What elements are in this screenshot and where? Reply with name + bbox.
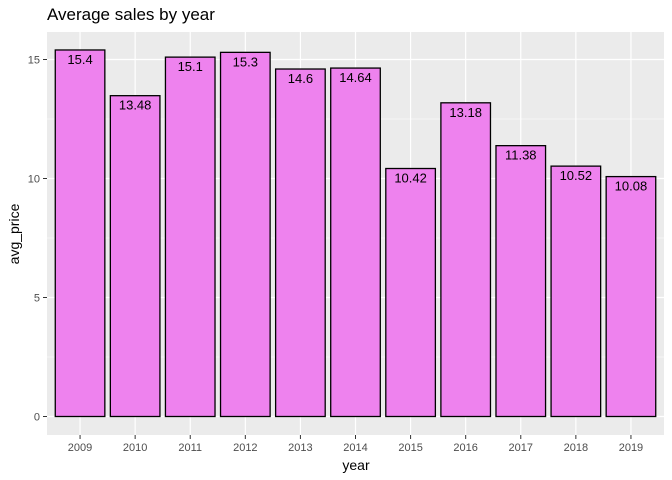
x-tick-label: 2010 xyxy=(123,442,147,454)
bar-2015 xyxy=(385,167,437,418)
x-tick-label: 2015 xyxy=(398,442,422,454)
bar-label-2015: 10.42 xyxy=(394,171,427,186)
y-tick-label: 0 xyxy=(34,412,40,424)
bar-label-2017: 11.38 xyxy=(505,148,537,163)
y-tick-label: 10 xyxy=(28,174,40,186)
y-tick-label: 15 xyxy=(28,55,40,67)
bar-2014 xyxy=(330,67,381,418)
bar-label-2016: 13.18 xyxy=(449,105,482,120)
bar-series xyxy=(54,49,657,418)
bar-2012 xyxy=(219,51,271,418)
x-tick-label: 2013 xyxy=(288,442,312,454)
x-tick-label: 2016 xyxy=(453,442,477,454)
bar-label-2018: 10.52 xyxy=(560,168,593,183)
bar-label-2012: 15.3 xyxy=(233,54,258,69)
x-tick-label: 2011 xyxy=(178,442,202,454)
y-tick-label: 5 xyxy=(34,293,40,305)
bar-label-2013: 14.6 xyxy=(288,71,313,86)
x-tick-label: 2019 xyxy=(619,442,643,454)
bar-2019 xyxy=(605,175,657,418)
bar-2009 xyxy=(54,49,106,418)
chart-title: Average sales by year xyxy=(47,5,215,24)
bar-label-2014: 14.64 xyxy=(339,70,372,85)
y-axis: 0 5 10 15 xyxy=(28,55,47,424)
x-tick-label: 2009 xyxy=(68,442,92,454)
bar-data-labels: 15.4 13.48 15.1 15.3 14.6 14.64 10.42 13.18 11.3… xyxy=(67,52,647,194)
x-tick-label: 2012 xyxy=(233,442,257,454)
y-axis-title: avg_price xyxy=(6,203,22,264)
x-tick-label: 2018 xyxy=(564,442,588,454)
x-tick-label: 2017 xyxy=(509,442,533,454)
plot-panel: 15.4 13.48 15.1 15.3 14.6 14.64 10.42 13.18 11.3… xyxy=(47,32,664,435)
bar-label-2019: 10.08 xyxy=(615,179,648,194)
bar-2010 xyxy=(109,95,161,418)
bar-2013 xyxy=(274,68,326,418)
x-tick-label: 2014 xyxy=(343,442,367,454)
bar-2018 xyxy=(550,165,602,418)
bar-label-2009: 15.4 xyxy=(67,52,92,67)
x-axis: 2009 2010 2011 2012 2013 2014 2015 2016 2017 2018… xyxy=(68,435,643,454)
bar-2011 xyxy=(164,56,216,418)
bar-2016 xyxy=(440,102,492,418)
bar-label-2011: 15.1 xyxy=(178,59,203,74)
bar-2017 xyxy=(495,145,547,418)
x-axis-title: year xyxy=(342,457,370,473)
bar-label-2010: 13.48 xyxy=(119,98,152,113)
